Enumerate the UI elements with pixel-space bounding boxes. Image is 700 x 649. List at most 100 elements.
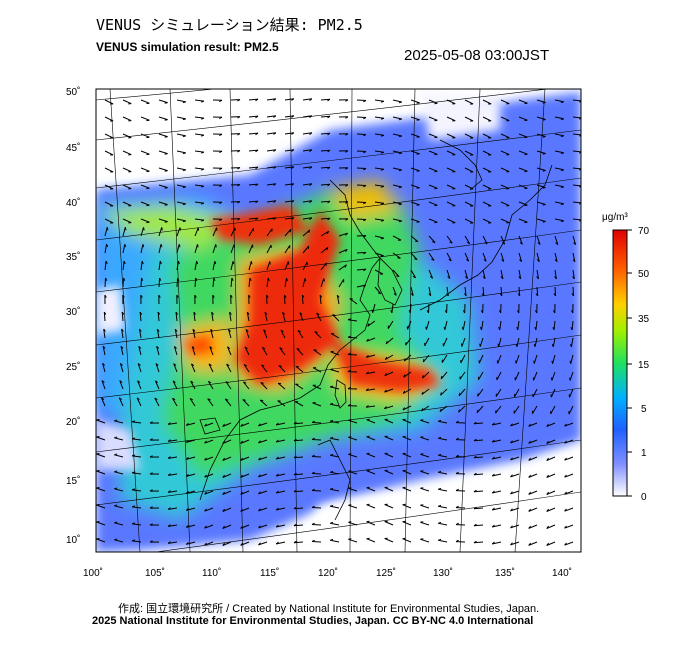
wind-arrow-head [345,133,349,136]
wind-arrow-head [219,99,223,103]
wind-arrow-head [155,363,159,366]
lat-label: 45˚ [66,142,80,154]
wind-arrow [293,507,304,510]
wind-arrow-head [311,505,315,508]
wind-arrow [410,150,420,155]
wind-arrow [554,252,558,262]
wind-arrow-head [297,330,301,333]
wind-arrow-head [448,258,452,262]
wind-arrow-head [164,187,168,189]
wind-arrow-head [311,539,315,542]
wind-arrow-head [553,293,557,297]
wind-arrow-head [204,491,207,495]
wind-arrow [122,133,132,139]
wind-arrow-head [396,275,400,278]
wind-arrow [240,439,250,444]
wind-arrow [284,166,294,169]
wind-arrow-head [106,243,109,248]
wind-arrow [572,269,575,279]
wind-arrow [302,200,312,203]
wind-arrow [464,184,474,190]
wind-arrow-head [177,277,180,282]
wind-arrow-head [293,455,297,459]
wind-arrow [186,490,196,494]
wind-arrow [554,116,564,120]
wind-arrow-head [156,328,160,332]
wind-arrow-head [365,405,369,408]
wind-arrow [564,422,574,427]
wind-arrow [302,278,306,288]
lat-label: 30˚ [66,306,80,318]
wind-arrow-head [519,242,523,245]
wind-arrow [193,312,196,322]
wind-arrow-head [273,132,277,135]
wind-arrow-head [569,360,572,364]
wind-arrow-head [455,539,459,543]
wind-arrow [554,184,564,188]
wind-arrow [122,116,132,122]
wind-arrow [154,397,160,407]
wind-arrow [366,419,376,424]
wind-arrow [518,133,528,138]
wind-arrow-head [243,381,247,384]
wind-arrow-head [140,294,143,298]
wind-arrow [536,252,540,262]
wind-arrow-head [219,116,223,120]
wind-arrow-head [363,251,367,255]
wind-arrow-head [560,220,564,223]
wind-arrow [366,371,376,375]
wind-arrow-head [314,331,318,333]
lon-label: 130˚ [433,567,453,579]
wind-arrow [410,252,418,260]
wind-arrow-head [280,329,284,333]
wind-arrow [481,320,484,330]
wind-arrow [402,504,412,509]
wind-arrow-head [416,153,420,155]
wind-arrow [191,346,196,356]
wind-arrow [438,471,448,475]
wind-arrow-head [96,538,100,540]
wind-arrow-head [528,457,531,461]
wind-arrow [132,438,142,441]
wind-arrow-head [426,310,429,314]
wind-arrow [186,541,196,545]
wind-arrow [240,456,250,461]
wind-arrow [122,184,132,190]
wind-arrow-head [149,489,153,492]
wind-arrow-head [227,346,231,349]
wind-arrow [446,167,456,173]
wind-arrow-head [546,423,549,427]
wind-arrow [222,456,232,461]
wind-arrow [121,329,124,339]
wind-arrow [554,133,564,137]
wind-arrow-head [195,277,198,281]
wind-arrow-head [420,419,424,421]
wind-arrow [392,167,402,171]
wind-arrow [533,354,538,364]
wind-arrow [482,252,487,262]
wind-arrow [374,269,384,275]
wind-arrow [338,264,347,271]
wind-arrow-head [213,277,216,281]
wind-arrow-head [141,277,144,281]
wind-arrow [301,294,304,305]
wind-arrow [176,133,186,137]
wind-arrow [441,354,448,363]
wind-arrow-head [564,474,567,478]
wind-arrow [446,286,449,296]
wind-arrow-head [483,259,487,262]
wind-arrow [122,218,132,224]
wind-arrow-head [564,440,567,444]
wind-arrow-head [422,359,425,363]
wind-arrow-head [164,119,168,121]
wind-arrow [473,456,484,459]
wind-arrow [554,150,564,154]
wind-arrow-head [491,507,495,511]
wind-arrow [207,398,214,407]
wind-arrow-head [363,117,367,120]
wind-arrow [222,473,232,478]
wind-arrow [190,363,196,373]
wind-arrow-head [231,277,234,281]
wind-arrow [261,347,268,356]
wind-arrow-head [402,390,406,394]
